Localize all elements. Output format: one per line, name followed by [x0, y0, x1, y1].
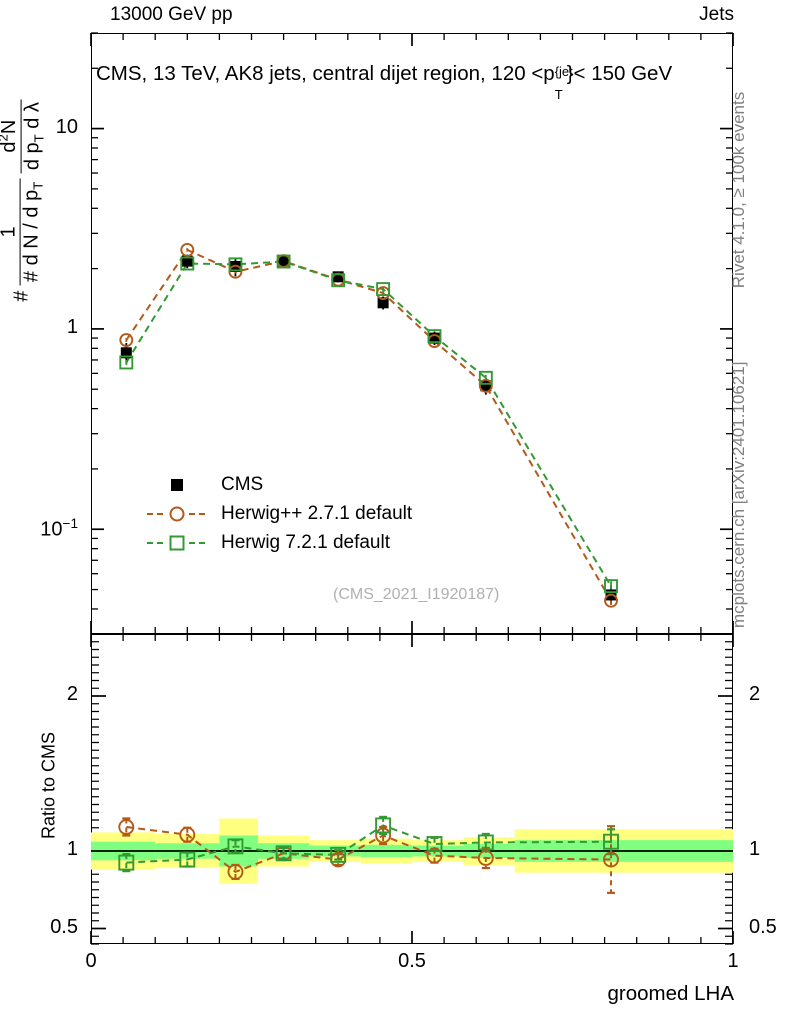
- y-tick-labels-ratio: 2 1 0.5: [0, 0, 86, 1024]
- plot-title-jet-sup: {jet: [554, 64, 573, 79]
- ratio-marker-1: [477, 834, 494, 851]
- ratio-marker-1: [179, 851, 196, 868]
- legend-item-1[interactable]: Herwig++ 2.7.1 default: [145, 499, 412, 528]
- ratio-marker-1: [118, 854, 135, 871]
- y-tick-label-ratio-right-1: 1: [749, 838, 761, 860]
- main-marker-1: [228, 264, 243, 279]
- ratio-marker-0: [477, 850, 494, 866]
- ratio-marker-0: [426, 847, 443, 864]
- main-marker-2: [604, 579, 618, 594]
- legend-marker-open-square-icon: [145, 533, 209, 553]
- main-marker-0: [278, 255, 290, 267]
- main-marker-2: [427, 329, 442, 344]
- ratio-marker-1: [603, 833, 619, 850]
- plot-title-pt-sub: T: [554, 87, 563, 102]
- legend-item-2[interactable]: Herwig 7.2.1 default: [145, 528, 412, 557]
- main-marker-2: [376, 282, 391, 297]
- ratio-series-line-1: [126, 824, 612, 864]
- ratio-marker-0: [118, 819, 135, 835]
- legend-label-0: CMS: [221, 473, 264, 495]
- x-tick-label-0.5: 0.5: [398, 950, 426, 972]
- ratio-marker-1: [275, 845, 292, 862]
- plot-title-main: CMS, 13 TeV, AK8 jets, central dijet reg…: [96, 62, 555, 85]
- y-tick-label-ratio-right-0.5: 0.5: [749, 915, 777, 938]
- main-marker-1: [604, 593, 618, 608]
- ratio-marker-1: [375, 817, 392, 834]
- y-tick-labels-ratio-right: 2 1 0.5: [739, 0, 786, 1024]
- main-marker-0: [377, 297, 389, 309]
- x-axis-title: groomed LHA: [607, 982, 734, 1005]
- header-beam-label: 13000 GeV pp: [110, 4, 233, 25]
- main-marker-2: [331, 273, 346, 288]
- main-marker-1: [478, 378, 493, 393]
- y-tick-label-ratio-2: 2: [66, 683, 78, 705]
- y-tick-labels-main: 10 1 10−1: [0, 0, 86, 1024]
- legend-label-1: Herwig++ 2.7.1 default: [221, 502, 413, 524]
- x-tick-label-0: 0: [85, 950, 97, 972]
- legend: CMS Herwig++ 2.7.1 default Herwig 7.2.1 de…: [145, 470, 412, 557]
- ratio-marker-1: [227, 838, 244, 855]
- y-tick-label-main-1: 1: [66, 315, 78, 338]
- main-marker-0: [332, 271, 344, 283]
- y-tick-label-ratio-1: 1: [66, 838, 78, 860]
- y-tick-label-main-0.1: 10−1: [40, 516, 78, 541]
- ratio-marker-0: [603, 851, 619, 868]
- main-marker-0: [120, 347, 132, 359]
- main-marker-1: [119, 333, 134, 347]
- analysis-id-watermark: (CMS_2021_I1920187): [333, 586, 500, 603]
- ratio-marker-0: [375, 827, 392, 844]
- main-marker-2: [478, 370, 493, 385]
- legend-marker-open-circle-icon: [145, 504, 209, 524]
- y-tick-label-ratio-right-2: 2: [749, 683, 761, 705]
- main-marker-0: [480, 380, 492, 392]
- main-marker-2: [276, 254, 291, 269]
- main-marker-0: [181, 255, 193, 267]
- legend-marker-filled-square-icon: [145, 475, 209, 495]
- ratio-marker-0: [179, 826, 196, 843]
- plot-title: CMS, 13 TeV, AK8 jets, central dijet reg…: [96, 62, 673, 102]
- y-tick-label-main-10: 10: [55, 115, 78, 138]
- x-tick-label-1: 1: [727, 950, 739, 972]
- x-tick-labels: 0 0.5 1: [0, 950, 786, 980]
- main-marker-2: [119, 355, 134, 370]
- ratio-marker-1: [330, 846, 347, 863]
- ratio-marker-0: [227, 863, 244, 880]
- legend-item-0[interactable]: CMS: [145, 470, 412, 499]
- header-category-label: Jets: [699, 4, 734, 25]
- ratio-marker-1: [426, 836, 443, 852]
- main-marker-2: [180, 256, 195, 271]
- y-tick-label-ratio-0.5: 0.5: [50, 915, 78, 938]
- plot-title-tail: }< 150 GeV: [566, 62, 673, 85]
- main-marker-1: [180, 242, 195, 257]
- main-marker-2: [228, 257, 243, 272]
- main-marker-0: [428, 332, 440, 344]
- legend-label-2: Herwig 7.2.1 default: [221, 531, 390, 553]
